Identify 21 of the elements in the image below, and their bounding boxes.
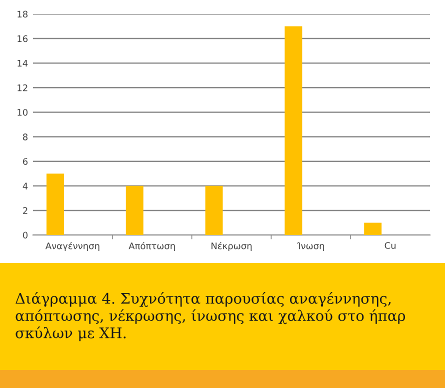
x-tick-label: Ίνωση xyxy=(296,242,324,252)
y-tick-label: 12 xyxy=(18,84,28,92)
bar xyxy=(205,186,223,235)
bar xyxy=(46,174,64,235)
y-tick-label: 10 xyxy=(18,108,28,116)
y-tick-label: 8 xyxy=(23,134,28,140)
y-tick-label: 14 xyxy=(18,60,28,67)
bar xyxy=(364,222,382,235)
x-tick-label: Απόπτωση xyxy=(128,242,175,252)
bar xyxy=(126,186,144,235)
y-tick-label: 0 xyxy=(22,232,28,239)
y-tick-label: 6 xyxy=(23,158,28,165)
y-tick-label: 4 xyxy=(22,182,28,190)
y-tick-label: 16 xyxy=(18,35,28,42)
x-tick-label: Νέκρωση xyxy=(212,242,252,252)
x-tick-label: Cu xyxy=(384,242,396,249)
bar xyxy=(284,26,302,235)
x-tick-label: Αναγέννηση xyxy=(45,242,100,252)
text: Διάγραμμα 4. Συχνότητα παρουσίας αναγέννησης, απόπτωσης, νέκρωσης, ίνωσης και χαλκού στο ήπαρ σκύλων με ΧΗ. xyxy=(16,292,406,342)
y-tick-label: 18 xyxy=(18,10,28,18)
y-tick-label: 2 xyxy=(23,207,28,214)
